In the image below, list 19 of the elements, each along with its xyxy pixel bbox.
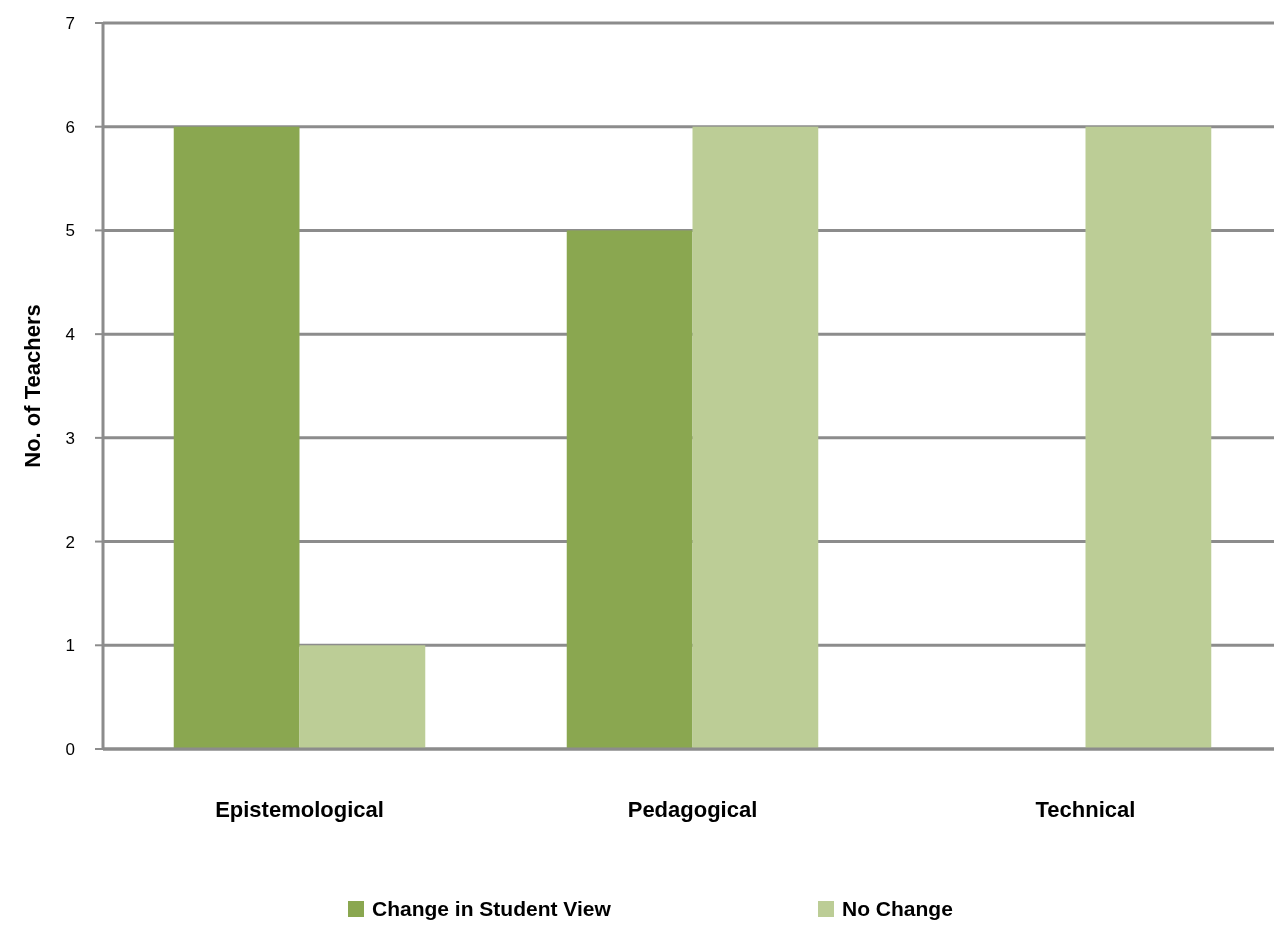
legend-label: No Change — [842, 897, 953, 921]
y-tick-label: 5 — [65, 221, 75, 241]
x-tick-label: Pedagogical — [627, 797, 758, 822]
bar — [173, 126, 300, 749]
y-tick-label: 4 — [65, 325, 75, 345]
legend-label: Change in Student View — [372, 897, 612, 921]
y-tick-label: 1 — [65, 636, 75, 656]
y-tick-label: 3 — [65, 428, 75, 448]
y-tick-label: 2 — [65, 532, 75, 552]
y-axis-title: No. of Teachers — [20, 304, 45, 468]
x-tick-label: Technical — [1035, 797, 1136, 822]
x-tick-label: Epistemological — [215, 797, 384, 822]
bar — [692, 126, 819, 749]
bar — [1085, 126, 1212, 749]
y-tick-label: 7 — [65, 13, 75, 33]
bar — [566, 230, 693, 749]
bar — [299, 645, 426, 749]
y-tick-label: 0 — [65, 739, 75, 759]
y-tick-label: 6 — [65, 117, 75, 137]
